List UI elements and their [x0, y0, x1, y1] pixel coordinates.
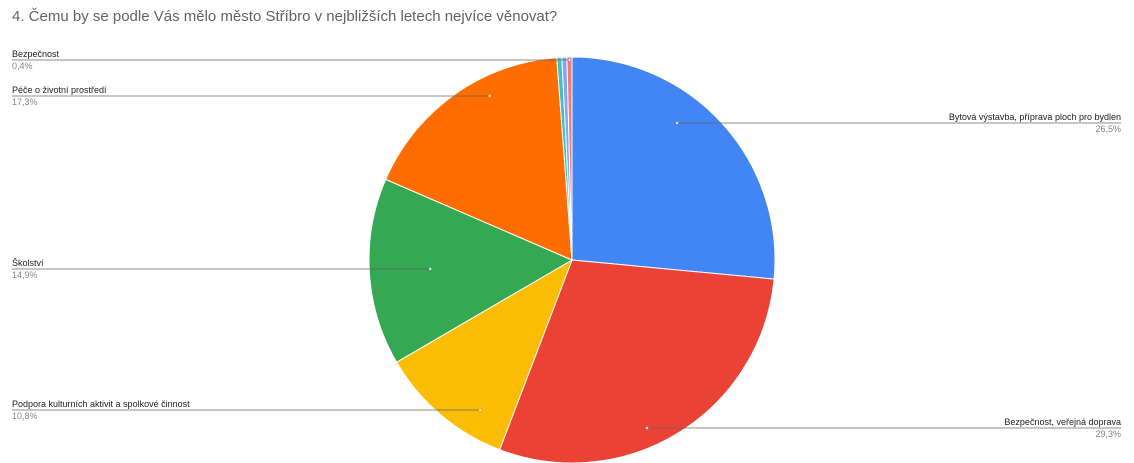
pie-slice[interactable]: [499, 259, 775, 463]
slice-label: Péče o životní prostředí: [12, 85, 107, 95]
slice-value-label: 17,3%: [12, 97, 38, 107]
leader-dot: [428, 267, 432, 271]
slice-label: Podpora kulturních aktivit a spolkové či…: [12, 399, 190, 409]
pie-slice[interactable]: [368, 178, 574, 363]
slice-label: Bytová výstavba, příprava ploch pro bydl…: [949, 112, 1121, 122]
pie-slice[interactable]: [395, 258, 573, 451]
leader-dot: [675, 121, 679, 125]
slice-value-label: 14,9%: [12, 270, 38, 280]
slice-value-label: 29,3%: [1095, 429, 1121, 439]
slice-value-label: 10,8%: [12, 411, 38, 421]
slice-label: Bezpečnost: [12, 49, 60, 59]
pie-slice[interactable]: [571, 56, 776, 280]
leader-dot: [478, 408, 482, 412]
chart-title: 4. Čemu by se podle Vás mělo město Stříb…: [12, 8, 558, 25]
slice-value-label: 0,4%: [12, 61, 33, 71]
pie-slice[interactable]: [566, 56, 573, 261]
slice-label: Školství: [12, 258, 44, 268]
leader-dot: [645, 426, 649, 430]
leader-dot: [568, 58, 571, 62]
pie-labels: Bytová výstavba, příprava ploch pro bydl…: [12, 49, 1121, 439]
slice-label: Bezpečnost, veřejná doprava: [1004, 417, 1121, 427]
leader-dot: [488, 94, 492, 98]
pie-slices: [368, 56, 776, 463]
slice-value-label: 26,5%: [1095, 124, 1121, 134]
